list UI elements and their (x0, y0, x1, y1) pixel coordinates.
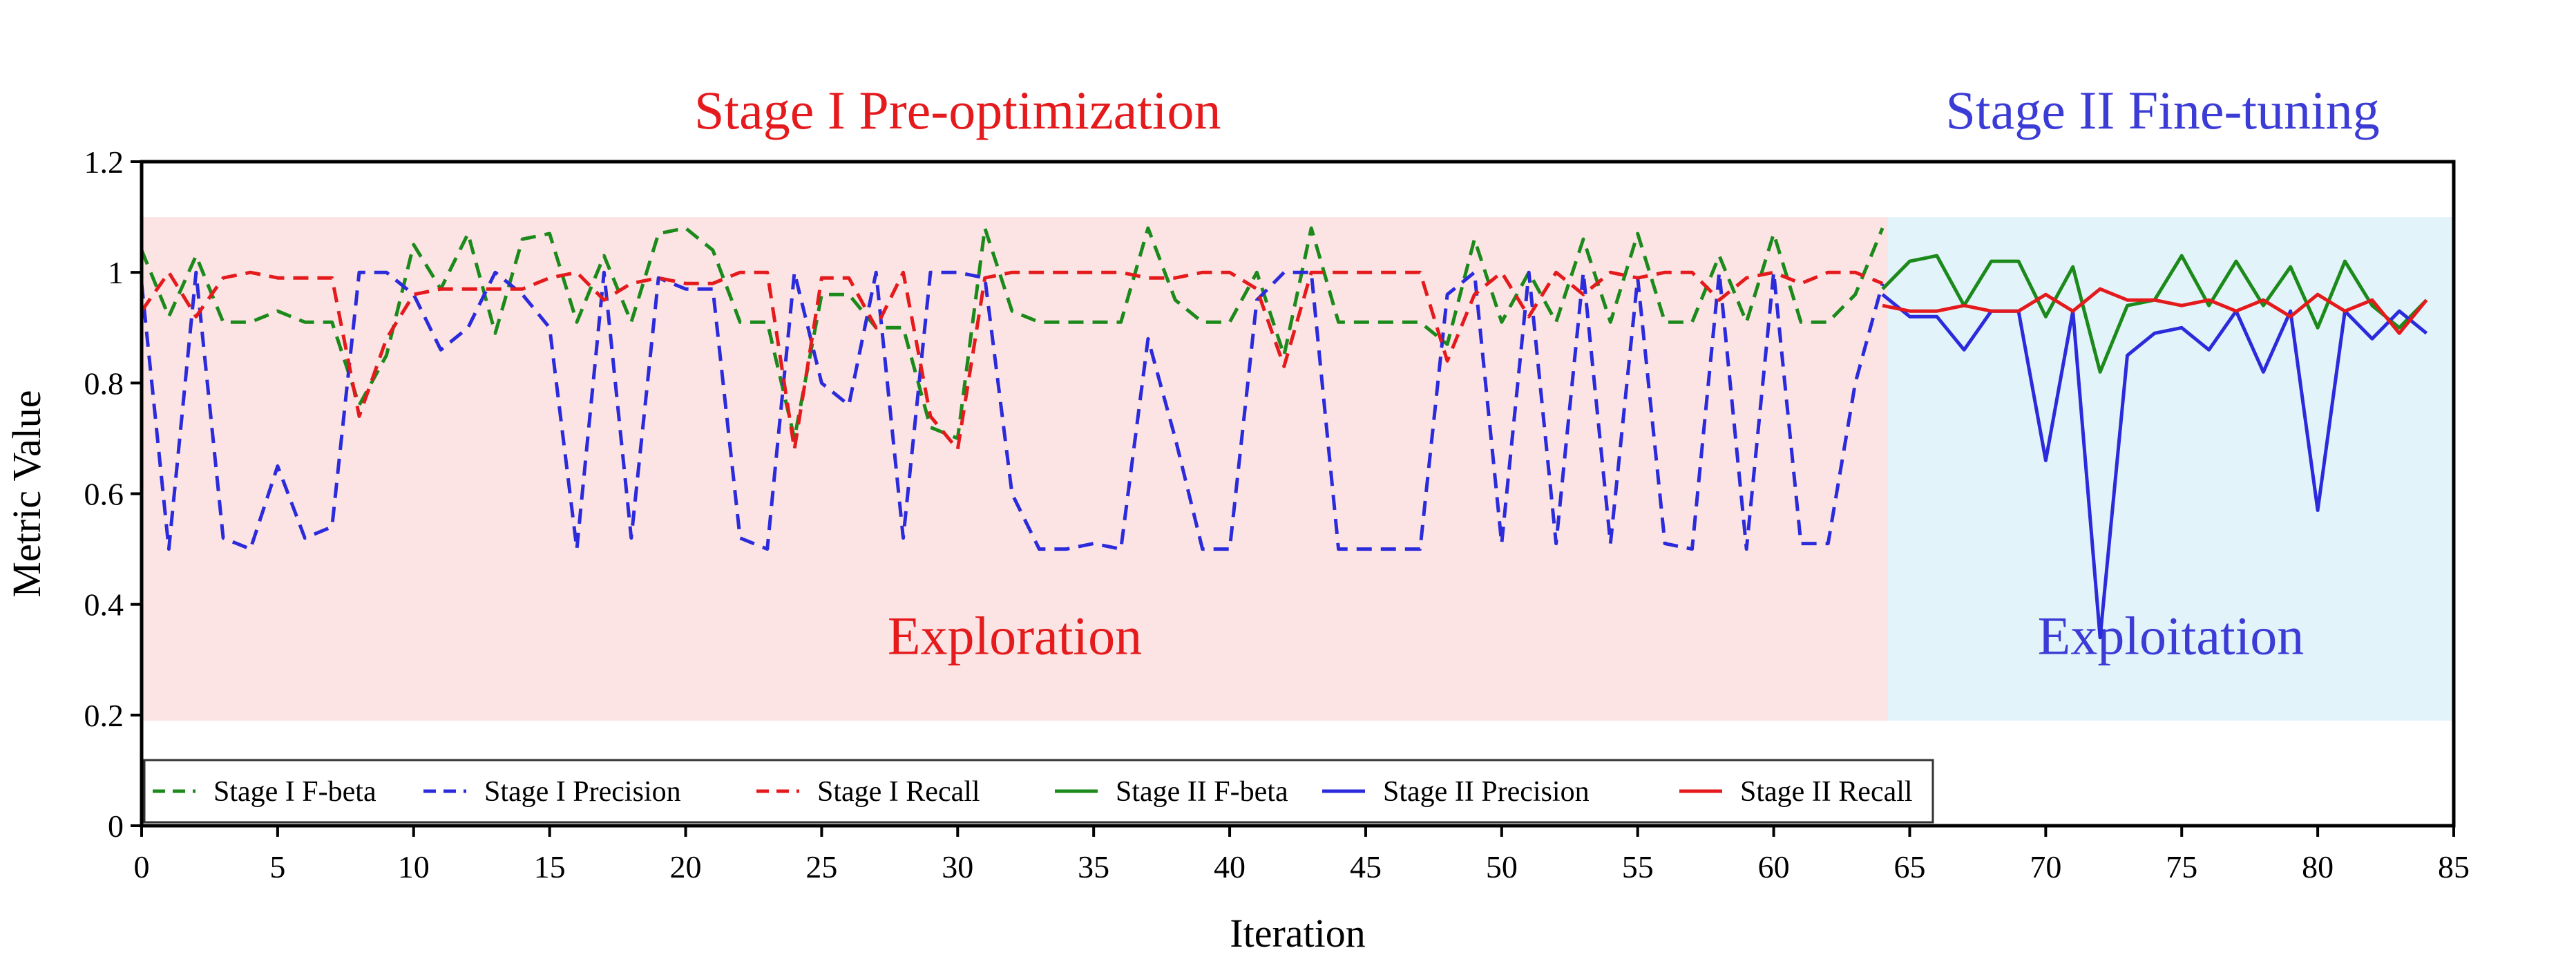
x-tick-label: 35 (1078, 849, 1109, 884)
stage-title-1: Stage I Pre-optimization (694, 80, 1221, 140)
x-tick-label: 30 (942, 849, 973, 884)
legend-label-stage-ii-recall: Stage II Recall (1740, 776, 1913, 808)
x-tick-label: 10 (398, 849, 430, 884)
y-axis-label: Metric Value (4, 390, 49, 597)
x-tick-label: 20 (670, 849, 702, 884)
y-tick-label: 1.2 (84, 144, 124, 180)
y-tick-label: 0.2 (84, 698, 124, 733)
legend-box (143, 759, 1934, 824)
region-label-exploitation: Exploitation (2038, 606, 2305, 666)
x-tick-label: 80 (2302, 849, 2334, 884)
x-tick-label: 15 (534, 849, 566, 884)
y-tick-label: 0.6 (84, 477, 124, 512)
x-tick-label: 60 (1758, 849, 1790, 884)
labels-layer: Iteration Metric Value Stage I Pre-optim… (4, 80, 2380, 956)
legend-label-stage-i-recall: Stage I Recall (817, 776, 980, 808)
legend-label-stage-i-f-beta: Stage I F-beta (213, 776, 376, 808)
x-tick-label: 0 (134, 849, 150, 884)
x-tick-label: 40 (1214, 849, 1246, 884)
y-tick-label: 0.4 (84, 587, 124, 623)
x-tick-label: 45 (1350, 849, 1382, 884)
x-tick-label: 70 (2030, 849, 2061, 884)
legend-label-stage-ii-f-beta: Stage II F-beta (1116, 776, 1288, 808)
stage-title-2: Stage II Fine-tuning (1946, 80, 2380, 140)
x-tick-label: 85 (2438, 849, 2470, 884)
x-tick-label: 75 (2166, 849, 2197, 884)
series-layer (140, 226, 2428, 640)
x-tick-label: 5 (269, 849, 285, 884)
y-tick-label: 1 (108, 255, 124, 290)
legend: Stage I F-beta Stage I Precision Stage I R… (143, 759, 1934, 824)
x-tick-label: 50 (1486, 849, 1518, 884)
series-line-stage-i-recall (140, 270, 1884, 451)
series-line-stage-ii-precision (1881, 293, 2428, 640)
series-line-stage-i-precision (140, 270, 1885, 551)
axes-layer: 0 5 10 15 20 25 30 35 40 45 50 55 60 65 70 75 80 85 0 0.2 0.… (84, 144, 2470, 884)
legend-label-stage-ii-precision: Stage II Precision (1383, 776, 1590, 808)
region-exploitation (1887, 217, 2454, 721)
y-tick-label: 0 (108, 808, 124, 844)
y-tick-label: 0.8 (84, 366, 124, 401)
series-line-stage-ii-recall (1882, 287, 2428, 335)
x-axis-label: Iteration (1230, 911, 1365, 956)
series-line-stage-i-f-beta (140, 226, 1885, 440)
x-tick-label: 25 (805, 849, 837, 884)
x-tick-label: 55 (1622, 849, 1654, 884)
region-label-exploration: Exploration (888, 606, 1142, 666)
x-tick-label: 65 (1893, 849, 1925, 884)
region-layer: Exploration Exploitation (142, 217, 2454, 721)
legend-label-stage-i-precision: Stage I Precision (484, 776, 681, 808)
region-exploration (142, 217, 1888, 721)
